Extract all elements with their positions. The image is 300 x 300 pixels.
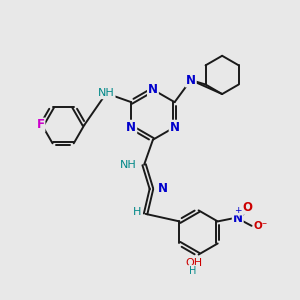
Text: H: H — [189, 266, 196, 276]
Text: N: N — [169, 121, 180, 134]
Text: N: N — [186, 74, 196, 87]
Text: N: N — [148, 83, 158, 96]
Text: OH: OH — [186, 258, 203, 268]
Text: F: F — [37, 118, 44, 131]
Text: O: O — [243, 201, 253, 214]
Text: N: N — [233, 212, 243, 225]
Text: O⁻: O⁻ — [254, 221, 268, 231]
Text: +: + — [234, 206, 242, 215]
Text: H: H — [133, 207, 142, 218]
Text: NH: NH — [120, 160, 137, 170]
Text: N: N — [126, 121, 136, 134]
Text: NH: NH — [98, 88, 115, 98]
Text: N: N — [158, 182, 168, 195]
